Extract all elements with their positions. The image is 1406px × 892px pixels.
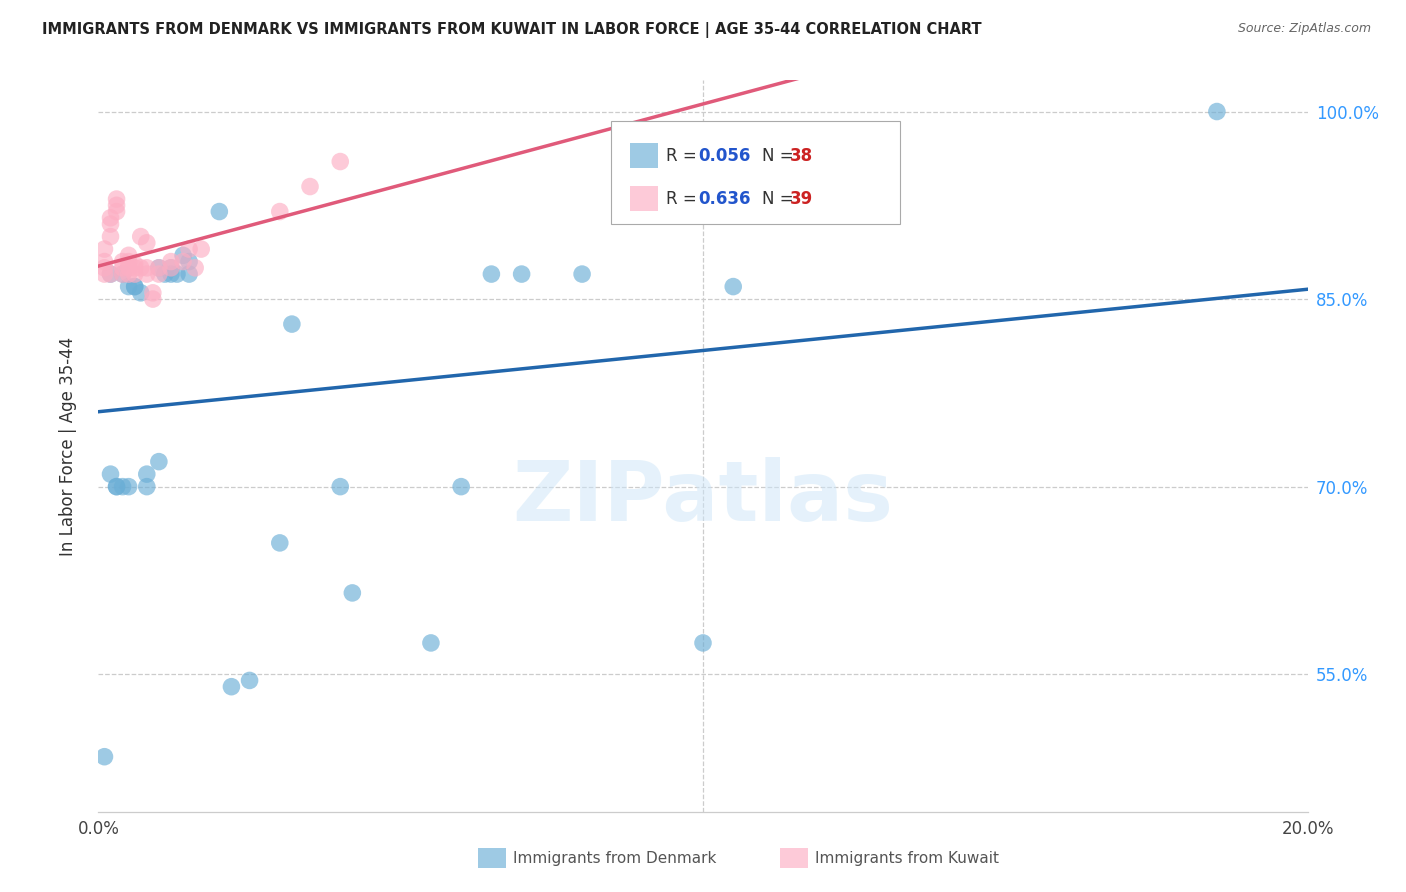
Text: ZIPatlas: ZIPatlas — [513, 457, 893, 538]
Point — [105, 192, 128, 206]
Point — [1206, 104, 1229, 119]
Point — [179, 267, 201, 281]
Point — [184, 260, 207, 275]
Y-axis label: In Labor Force | Age 35-44: In Labor Force | Age 35-44 — [59, 336, 77, 556]
Point — [100, 211, 122, 225]
Point — [111, 480, 134, 494]
Point — [179, 254, 201, 268]
Point — [142, 285, 165, 300]
Point — [93, 242, 115, 256]
Point — [100, 229, 122, 244]
Point — [160, 260, 183, 275]
Point — [135, 260, 157, 275]
Text: N =: N = — [762, 146, 799, 164]
Point — [105, 480, 128, 494]
Point — [111, 267, 134, 281]
Text: 0.056: 0.056 — [699, 146, 751, 164]
Point — [172, 248, 194, 262]
Point — [329, 154, 352, 169]
Point — [118, 480, 141, 494]
Point — [100, 467, 122, 482]
Point — [269, 204, 291, 219]
Text: R =: R = — [666, 190, 702, 208]
Text: 38: 38 — [790, 146, 813, 164]
Point — [208, 204, 231, 219]
Point — [510, 267, 533, 281]
Point — [166, 267, 188, 281]
Point — [135, 267, 157, 281]
Point — [135, 235, 157, 250]
Point — [221, 680, 243, 694]
Point — [148, 267, 170, 281]
Point — [148, 260, 170, 275]
Point — [111, 267, 134, 281]
Text: R =: R = — [666, 146, 702, 164]
Point — [135, 480, 157, 494]
Point — [93, 260, 115, 275]
Point — [160, 254, 183, 268]
Point — [420, 636, 443, 650]
Point — [93, 267, 115, 281]
Point — [124, 279, 146, 293]
Point — [179, 242, 201, 256]
Point — [172, 254, 194, 268]
Point — [129, 260, 152, 275]
Point — [142, 292, 165, 306]
Point — [118, 254, 141, 268]
Point — [148, 455, 170, 469]
Point — [100, 267, 122, 281]
Point — [129, 229, 152, 244]
Point — [93, 749, 115, 764]
Point — [129, 285, 152, 300]
Point — [93, 254, 115, 268]
Point — [269, 536, 291, 550]
Point — [118, 248, 141, 262]
Point — [105, 204, 128, 219]
Point — [118, 279, 141, 293]
Text: Immigrants from Kuwait: Immigrants from Kuwait — [815, 851, 1000, 865]
Text: Immigrants from Denmark: Immigrants from Denmark — [513, 851, 717, 865]
Point — [160, 267, 183, 281]
Point — [124, 267, 146, 281]
Text: Source: ZipAtlas.com: Source: ZipAtlas.com — [1237, 22, 1371, 36]
Point — [281, 317, 304, 331]
Point — [118, 267, 141, 281]
Point — [100, 217, 122, 231]
Point — [100, 267, 122, 281]
Point — [299, 179, 322, 194]
Point — [111, 260, 134, 275]
Point — [135, 467, 157, 482]
Point — [342, 586, 364, 600]
Point — [723, 279, 745, 293]
Point — [190, 242, 212, 256]
Point — [692, 636, 714, 650]
Text: 39: 39 — [790, 190, 813, 208]
Text: N =: N = — [762, 190, 799, 208]
Point — [450, 480, 472, 494]
Point — [481, 267, 503, 281]
Point — [105, 480, 128, 494]
Point — [148, 260, 170, 275]
Point — [329, 480, 352, 494]
Point — [153, 267, 176, 281]
Point — [124, 279, 146, 293]
Point — [239, 673, 262, 688]
Point — [124, 257, 146, 271]
Point — [160, 260, 183, 275]
Text: 0.636: 0.636 — [699, 190, 751, 208]
Point — [571, 267, 593, 281]
Point — [124, 260, 146, 275]
Text: IMMIGRANTS FROM DENMARK VS IMMIGRANTS FROM KUWAIT IN LABOR FORCE | AGE 35-44 COR: IMMIGRANTS FROM DENMARK VS IMMIGRANTS FR… — [42, 22, 981, 38]
Point — [118, 260, 141, 275]
Point — [105, 198, 128, 212]
Point — [111, 254, 134, 268]
